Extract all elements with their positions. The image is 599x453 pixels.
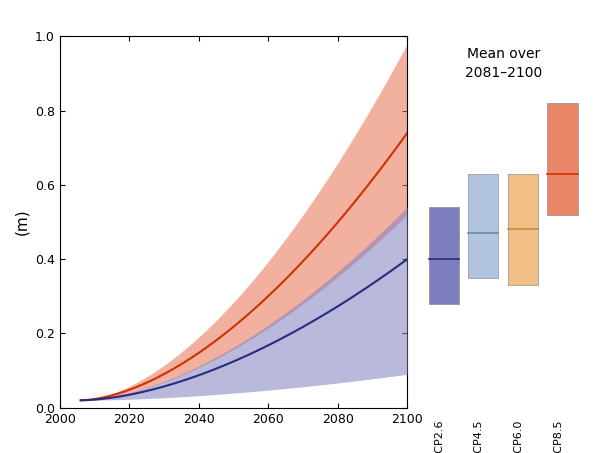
Bar: [429, 207, 459, 304]
Text: Mean over
2081–2100: Mean over 2081–2100: [465, 48, 541, 80]
Text: RCP4.5: RCP4.5: [473, 419, 483, 453]
Text: RCP6.0: RCP6.0: [513, 419, 523, 453]
Bar: [547, 103, 577, 215]
Text: RCP8.5: RCP8.5: [552, 419, 562, 453]
Bar: [468, 173, 498, 278]
Text: RCP2.6: RCP2.6: [434, 419, 444, 453]
Bar: [508, 173, 538, 285]
Y-axis label: (m): (m): [14, 209, 29, 235]
